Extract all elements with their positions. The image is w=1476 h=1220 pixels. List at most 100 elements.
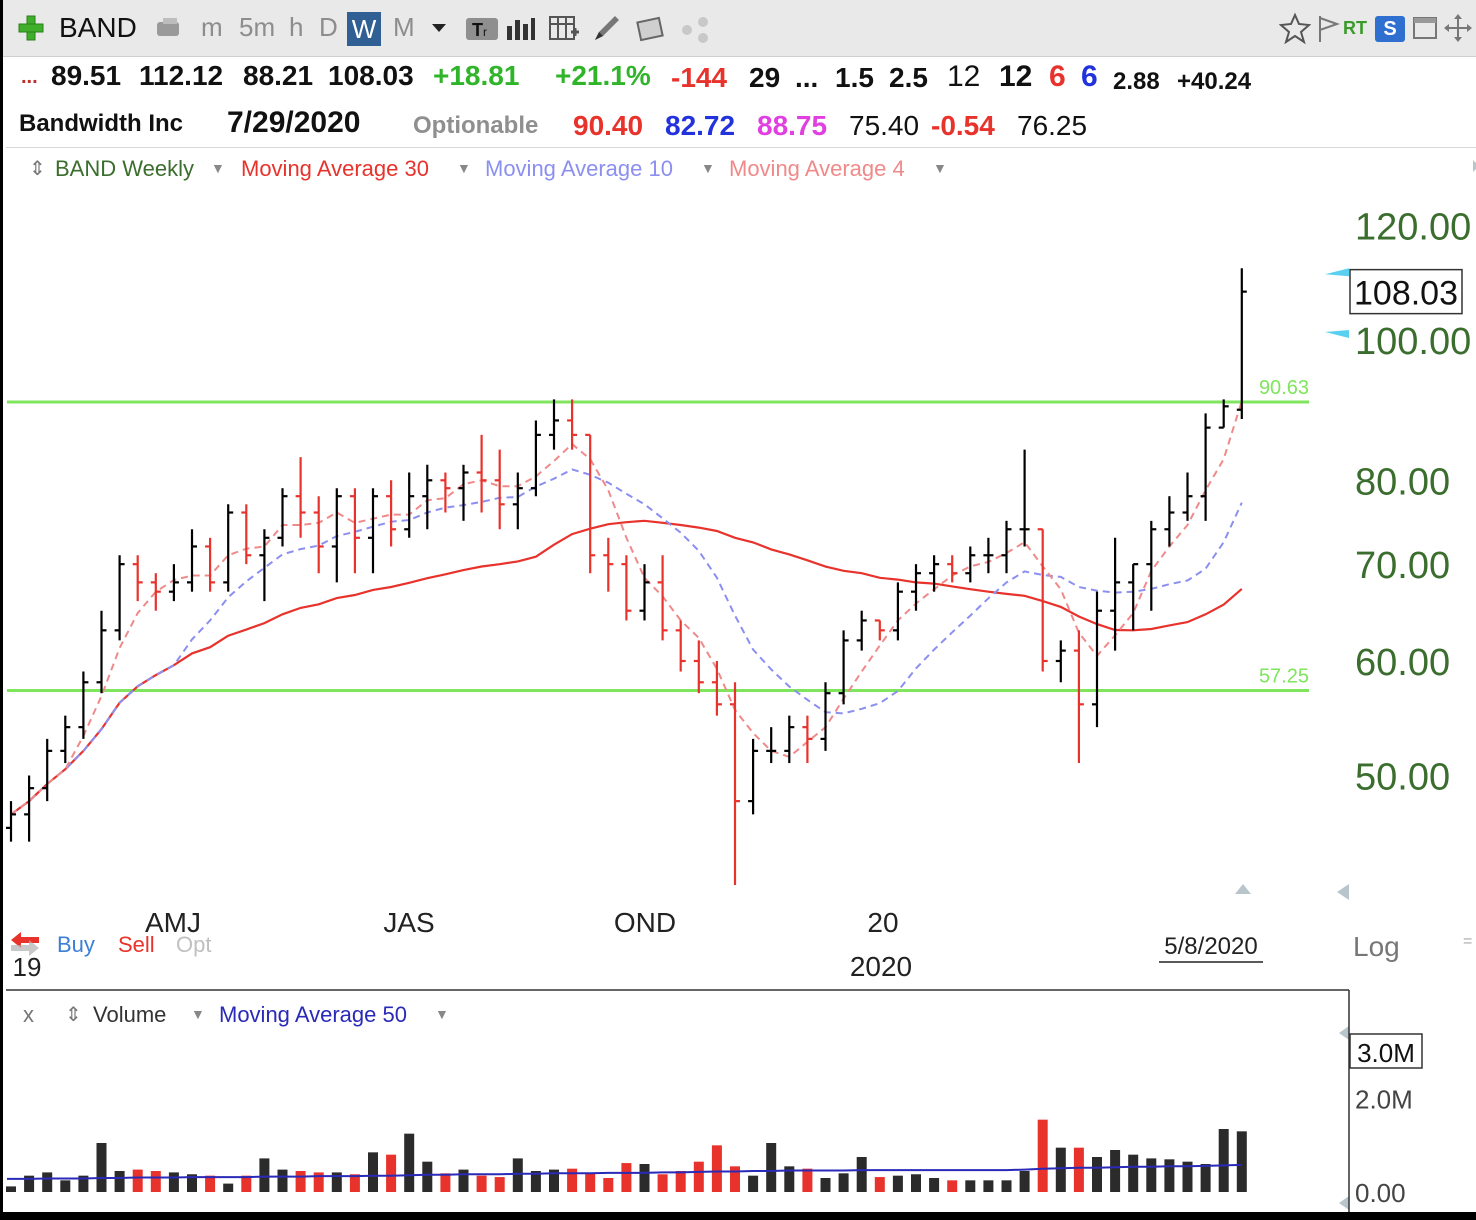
price-bar[interactable] xyxy=(1200,413,1211,521)
volume-ma-label[interactable]: Moving Average 50 xyxy=(219,1002,407,1027)
price-bar[interactable] xyxy=(168,564,179,602)
text-icon[interactable]: T r xyxy=(465,12,499,44)
timeframe-w[interactable]: W xyxy=(347,12,381,46)
note-icon[interactable] xyxy=(635,12,667,44)
price-bar[interactable] xyxy=(530,420,541,497)
volume-bar[interactable] xyxy=(892,1175,903,1192)
volume-scroll-bottom-icon[interactable] xyxy=(1339,1196,1349,1210)
volume-pane[interactable] xyxy=(6,1119,1247,1192)
volume-bar[interactable] xyxy=(476,1175,487,1192)
price-bar[interactable] xyxy=(567,399,578,450)
legend-ma4[interactable]: Moving Average 4 xyxy=(729,156,905,181)
price-bar[interactable] xyxy=(766,727,777,764)
timeframe-h[interactable]: h xyxy=(289,12,304,42)
price-bar[interactable] xyxy=(1110,537,1121,651)
volume-bar[interactable] xyxy=(6,1186,16,1192)
legend-series[interactable]: BAND Weekly xyxy=(55,156,194,181)
volume-bar[interactable] xyxy=(223,1183,234,1192)
price-bar[interactable] xyxy=(1019,449,1030,547)
price-bar[interactable] xyxy=(820,682,831,751)
price-bar[interactable] xyxy=(512,472,523,530)
price-axis[interactable]: 120.00 100.00 80.00 70.00 60.00 50.00 108.03 xyxy=(1325,207,1471,799)
price-bar[interactable] xyxy=(675,620,686,672)
price-bar[interactable] xyxy=(784,715,795,764)
volume-bar[interactable] xyxy=(277,1169,288,1192)
volume-bar[interactable] xyxy=(1001,1180,1012,1192)
volume-bar[interactable] xyxy=(585,1173,596,1192)
volume-bar[interactable] xyxy=(1055,1147,1066,1192)
legend-series-dropdown-icon[interactable]: ▼ xyxy=(211,160,225,176)
pencil-icon[interactable] xyxy=(591,12,621,44)
price-bar[interactable] xyxy=(241,504,252,565)
price-bar[interactable] xyxy=(1037,528,1048,672)
price-bar[interactable] xyxy=(621,555,632,621)
price-bar[interactable] xyxy=(549,399,559,450)
volume-bar[interactable] xyxy=(349,1174,360,1192)
volume-bar[interactable] xyxy=(820,1178,831,1192)
volume-bar[interactable] xyxy=(422,1161,433,1192)
link-icon[interactable] xyxy=(153,12,185,44)
volume-bar[interactable] xyxy=(1110,1150,1121,1192)
volume-bar[interactable] xyxy=(42,1172,53,1192)
volume-bar[interactable] xyxy=(1218,1129,1229,1192)
volume-bar[interactable] xyxy=(856,1157,867,1192)
price-bar[interactable] xyxy=(78,671,89,739)
timeframe-month[interactable]: M xyxy=(393,12,415,42)
price-bar[interactable] xyxy=(711,660,722,716)
s-badge[interactable]: S xyxy=(1375,16,1405,42)
window-icon[interactable] xyxy=(1411,12,1441,44)
price-bar[interactable] xyxy=(6,801,16,842)
price-bar[interactable] xyxy=(1055,640,1066,683)
volume-bar[interactable] xyxy=(494,1177,505,1192)
volume-bar[interactable] xyxy=(132,1169,143,1192)
volume-scroll-icon[interactable] xyxy=(1339,1026,1349,1040)
price-bar[interactable] xyxy=(386,480,397,547)
volume-bar[interactable] xyxy=(621,1163,632,1192)
volume-series-label[interactable]: Volume xyxy=(93,1002,167,1027)
volume-bar[interactable] xyxy=(657,1174,668,1192)
price-bar[interactable] xyxy=(132,555,143,602)
price-bar[interactable] xyxy=(730,682,740,885)
price-bar[interactable] xyxy=(603,537,614,592)
price-bar[interactable] xyxy=(693,640,704,694)
price-bar[interactable] xyxy=(748,738,759,815)
price-bar[interactable] xyxy=(639,564,650,621)
star-icon[interactable] xyxy=(1279,12,1311,44)
volume-bar[interactable] xyxy=(440,1173,451,1192)
volume-dropdown-icon[interactable]: ▼ xyxy=(191,1006,205,1022)
volume-bar[interactable] xyxy=(205,1175,216,1192)
volume-bar[interactable] xyxy=(187,1174,197,1192)
volume-bar[interactable] xyxy=(1146,1158,1157,1192)
price-bar[interactable] xyxy=(802,715,813,764)
volume-bar[interactable] xyxy=(784,1166,795,1192)
price-bar[interactable] xyxy=(331,488,342,583)
price-bar[interactable] xyxy=(494,449,505,530)
volume-bar[interactable] xyxy=(78,1175,89,1192)
price-bar[interactable] xyxy=(585,433,596,574)
price-bar[interactable] xyxy=(929,555,940,592)
volume-bar[interactable] xyxy=(24,1175,35,1192)
timeframe-d[interactable]: D xyxy=(319,12,338,42)
volume-bar[interactable] xyxy=(114,1171,125,1192)
add-symbol-icon[interactable] xyxy=(17,14,45,42)
volume-bar[interactable] xyxy=(1037,1119,1048,1192)
price-bar[interactable] xyxy=(874,619,885,641)
scale-dropdown-icon[interactable]: = xyxy=(1463,933,1472,950)
price-bar[interactable] xyxy=(368,488,378,574)
price-bar[interactable] xyxy=(657,555,668,641)
opt-button[interactable]: Opt xyxy=(176,932,211,957)
volume-bar[interactable] xyxy=(603,1178,614,1192)
volume-bar[interactable] xyxy=(748,1175,759,1192)
volume-bar[interactable] xyxy=(766,1143,777,1192)
price-bar[interactable] xyxy=(150,573,161,611)
volume-bar[interactable] xyxy=(458,1169,469,1192)
volume-bar[interactable] xyxy=(1128,1154,1139,1192)
price-bar[interactable] xyxy=(1218,399,1229,429)
bar-chart-icon[interactable] xyxy=(503,12,537,44)
legend-ma10-dropdown-icon[interactable]: ▼ xyxy=(701,160,715,176)
price-bar[interactable] xyxy=(947,555,958,583)
price-bar[interactable] xyxy=(404,472,415,538)
price-bar[interactable] xyxy=(1128,563,1139,631)
price-bar[interactable] xyxy=(911,564,921,611)
price-bar[interactable] xyxy=(114,555,125,641)
